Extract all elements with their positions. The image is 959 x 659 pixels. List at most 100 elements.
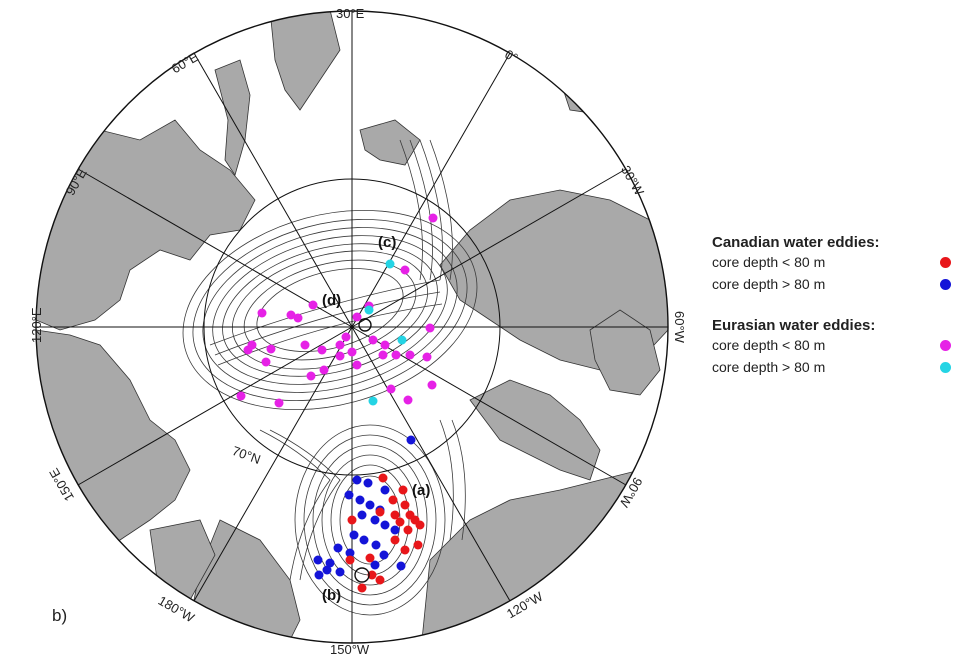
eddy-canadian-deep-5	[344, 490, 354, 500]
eddy-eurasian-shallow-15	[347, 347, 357, 357]
eddy-eurasian-shallow-12	[317, 345, 327, 355]
eddy-eurasian-shallow-4	[286, 310, 296, 320]
eddy-canadian-deep-1	[406, 435, 416, 445]
eddy-eurasian-shallow-2	[400, 265, 410, 275]
eddy-canadian-deep-19	[313, 555, 323, 565]
eddy-canadian-deep-12	[390, 525, 400, 535]
eddy-canadian-deep-22	[322, 565, 332, 575]
eddy-canadian-deep-21	[370, 560, 380, 570]
eddy-canadian-deep-15	[371, 540, 381, 550]
eddy-eurasian-shallow-16	[352, 360, 362, 370]
eddy-eurasian-deep-3	[397, 335, 407, 345]
region-label-b: (b)	[322, 587, 341, 604]
eddy-canadian-deep-11	[380, 520, 390, 530]
region-marker-d	[358, 318, 372, 332]
eddy-eurasian-shallow-1	[428, 213, 438, 223]
eddy-canadian-shallow-8	[395, 517, 405, 527]
land-novaya-zemlya	[214, 59, 251, 176]
legend-eurasian-title: Eurasian water eddies:	[712, 317, 876, 334]
region-label-a: (a)	[412, 482, 430, 499]
eddy-eurasian-shallow-30	[274, 398, 284, 408]
eddy-canadian-shallow-19	[357, 583, 367, 593]
legend-canadian-shallow-label: core depth < 80 m	[712, 254, 826, 270]
region-markers	[354, 318, 372, 583]
eddy-canadian-deep-16	[333, 543, 343, 553]
eddy-canadian-shallow-6	[390, 510, 400, 520]
legend-canadian-shallow-dot	[940, 257, 951, 268]
region-label-c: (c)	[378, 234, 396, 251]
eddy-eurasian-shallow-28	[319, 365, 329, 375]
eddy-eurasian-shallow-27	[386, 384, 396, 394]
eddy-eurasian-shallow-22	[405, 350, 415, 360]
eddy-canadian-deep-9	[357, 510, 367, 520]
eddy-eurasian-shallow-9	[243, 345, 253, 355]
eddy-eurasian-shallow-29	[306, 371, 316, 381]
eddy-eurasian-shallow-26	[403, 395, 413, 405]
land-ellesmere	[589, 309, 661, 396]
legend-canadian-title: Canadian water eddies:	[712, 234, 880, 251]
eddy-canadian-shallow-11	[415, 520, 425, 530]
legend-eurasian-shallow-dot	[940, 340, 951, 351]
eddy-eurasian-shallow-32	[352, 312, 362, 322]
eddy-eurasian-deep-4	[368, 396, 378, 406]
eddy-canadian-shallow-20	[345, 555, 355, 565]
eddy-eurasian-shallow-24	[422, 352, 432, 362]
land-canadian-archipelago	[469, 379, 601, 481]
legend-row-canadian-deep: core depth > 80 m	[712, 273, 952, 295]
eddy-eurasian-shallow-20	[378, 350, 388, 360]
eddy-canadian-shallow-18	[375, 575, 385, 585]
eddy-eurasian-shallow-25	[427, 380, 437, 390]
map-border	[35, 10, 669, 644]
eddy-eurasian-shallow-6	[308, 300, 318, 310]
eddy-eurasian-shallow-14	[341, 332, 351, 342]
eddy-canadian-shallow-16	[347, 515, 357, 525]
eddy-canadian-shallow-10	[403, 525, 413, 535]
eddy-eurasian-shallow-8	[266, 344, 276, 354]
eddy-canadian-deep-17	[345, 548, 355, 558]
eddy-eurasian-shallow-10	[261, 357, 271, 367]
region-marker-b	[354, 567, 370, 583]
eddy-canadian-deep-18	[379, 550, 389, 560]
meridian-lines	[36, 11, 668, 643]
eddy-eurasian-shallow-17	[335, 351, 345, 361]
eddy-eurasian-shallow-13	[335, 340, 345, 350]
eddy-canadian-shallow-1	[378, 473, 388, 483]
label-60w: 60°W	[672, 311, 687, 344]
eddy-canadian-deep-4	[380, 485, 390, 495]
label-150w: 150°W	[330, 642, 370, 657]
land-iceland	[559, 69, 631, 116]
eddy-canadian-shallow-12	[390, 535, 400, 545]
eddy-markers	[236, 213, 438, 593]
eddy-eurasian-shallow-18	[368, 335, 378, 345]
legend: Canadian water eddies: core depth < 80 m…	[712, 234, 952, 378]
eddy-eurasian-shallow-3	[257, 308, 267, 318]
eddy-eurasian-deep-1	[385, 259, 395, 269]
eddy-eurasian-shallow-11	[300, 340, 310, 350]
eddy-canadian-shallow-15	[365, 553, 375, 563]
legend-row-canadian-shallow: core depth < 80 m	[712, 251, 952, 273]
land-eurasia-west	[36, 119, 256, 331]
legend-eurasian-shallow-label: core depth < 80 m	[712, 337, 826, 353]
eddy-canadian-deep-25	[335, 567, 345, 577]
eddy-canadian-shallow-14	[400, 545, 410, 555]
eddy-eurasian-shallow-5	[293, 313, 303, 323]
eddy-canadian-deep-24	[314, 570, 324, 580]
bathymetry-contours	[182, 139, 478, 616]
eddy-eurasian-deep-2	[364, 305, 374, 315]
label-120e: 120°E	[29, 307, 44, 343]
eddy-eurasian-shallow-21	[391, 350, 401, 360]
label-30e: 30°E	[336, 6, 365, 21]
eddy-canadian-shallow-17	[367, 570, 377, 580]
eddy-canadian-deep-10	[370, 515, 380, 525]
eddy-canadian-deep-6	[355, 495, 365, 505]
latitude-70n-circle	[203, 178, 501, 476]
eddy-canadian-shallow-5	[375, 507, 385, 517]
legend-row-eurasian-deep: core depth > 80 m	[712, 356, 952, 378]
eddy-canadian-deep-7	[365, 500, 375, 510]
eddy-canadian-shallow-2	[398, 485, 408, 495]
eddy-eurasian-shallow-19	[380, 340, 390, 350]
panel-label: b)	[52, 606, 68, 625]
legend-canadian-deep-dot	[940, 279, 951, 290]
eddy-canadian-deep-23	[396, 561, 406, 571]
